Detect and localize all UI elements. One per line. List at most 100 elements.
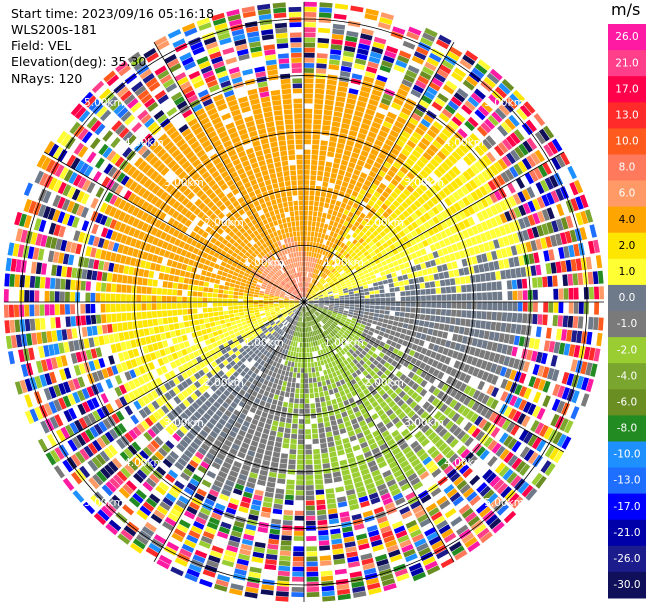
velocity-gate xyxy=(291,597,304,603)
velocity-gate xyxy=(542,366,550,379)
velocity-gate xyxy=(441,294,447,301)
velocity-gate xyxy=(49,416,59,429)
velocity-gate xyxy=(266,364,272,370)
velocity-gate xyxy=(369,251,376,257)
velocity-gate xyxy=(348,413,356,421)
velocity-gate xyxy=(318,160,325,166)
velocity-gate xyxy=(345,404,352,411)
velocity-gate xyxy=(323,359,328,365)
velocity-gate xyxy=(397,338,404,345)
velocity-gate xyxy=(304,215,308,221)
velocity-gate xyxy=(472,302,477,310)
velocity-gate xyxy=(581,377,589,391)
velocity-gate xyxy=(53,465,65,479)
velocity-gate xyxy=(365,482,376,490)
velocity-gate xyxy=(326,368,332,375)
velocity-gate xyxy=(429,125,440,135)
velocity-gate xyxy=(304,332,306,338)
velocity-gate xyxy=(309,352,313,358)
velocity-gate xyxy=(126,417,135,428)
velocity-gate xyxy=(328,362,333,368)
velocity-gate xyxy=(263,362,269,368)
velocity-gate xyxy=(372,544,385,552)
velocity-gate xyxy=(433,154,443,164)
velocity-gate xyxy=(228,393,236,401)
velocity-gate xyxy=(483,262,490,272)
velocity-gate xyxy=(296,305,301,309)
velocity-gate xyxy=(320,313,325,317)
velocity-gate xyxy=(311,320,315,326)
velocity-gate xyxy=(375,112,385,120)
velocity-gate xyxy=(360,123,370,131)
velocity-gate xyxy=(24,394,33,408)
velocity-gate xyxy=(437,371,445,380)
velocity-gate xyxy=(311,267,315,273)
velocity-gate xyxy=(492,302,498,311)
velocity-gate xyxy=(135,357,143,366)
velocity-gate xyxy=(88,360,96,372)
velocity-gate xyxy=(313,297,319,300)
velocity-gate xyxy=(324,478,333,484)
velocity-gate xyxy=(392,161,402,170)
velocity-gate xyxy=(555,328,562,341)
velocity-gate xyxy=(365,298,370,302)
velocity-gate xyxy=(337,588,351,596)
velocity-gate xyxy=(548,302,554,313)
velocity-gate xyxy=(168,488,180,499)
velocity-gate xyxy=(373,116,383,125)
velocity-gate xyxy=(344,447,353,454)
velocity-gate xyxy=(225,346,232,352)
velocity-gate xyxy=(364,223,372,230)
velocity-gate xyxy=(207,396,216,404)
velocity-gate xyxy=(341,469,350,476)
velocity-gate xyxy=(466,355,474,365)
velocity-gate xyxy=(95,382,104,393)
velocity-gate xyxy=(347,255,353,261)
velocity-gate xyxy=(444,228,452,237)
velocity-gate xyxy=(54,447,65,460)
velocity-gate xyxy=(305,469,313,475)
velocity-gate xyxy=(224,314,230,319)
velocity-gate xyxy=(340,65,352,73)
velocity-gate xyxy=(384,139,394,147)
velocity-gate xyxy=(512,410,522,423)
velocity-gate xyxy=(372,255,379,261)
velocity-gate xyxy=(339,368,345,374)
velocity-gate xyxy=(312,341,316,347)
velocity-gate xyxy=(200,461,210,470)
velocity-gate xyxy=(224,409,232,417)
velocity-gate xyxy=(310,309,315,313)
velocity-gate xyxy=(484,118,496,130)
velocity-gate xyxy=(350,576,364,583)
velocity-gate xyxy=(415,485,426,495)
velocity-gate xyxy=(328,446,336,453)
velocity-gate xyxy=(45,317,51,330)
velocity-gate xyxy=(332,289,338,293)
velocity-gate xyxy=(459,250,466,259)
velocity-gate xyxy=(543,250,550,262)
velocity-gate xyxy=(403,279,410,286)
velocity-gate xyxy=(350,508,361,516)
velocity-gate xyxy=(456,188,465,198)
velocity-gate xyxy=(92,473,104,486)
velocity-gate xyxy=(447,139,458,150)
velocity-gate xyxy=(318,305,324,307)
velocity-gate xyxy=(579,194,589,208)
velocity-gate xyxy=(242,385,249,392)
velocity-gate xyxy=(416,173,425,182)
velocity-gate xyxy=(168,324,175,331)
velocity-gate xyxy=(105,523,119,536)
velocity-gate xyxy=(434,472,445,482)
velocity-gate xyxy=(491,111,503,123)
velocity-gate xyxy=(433,322,440,330)
velocity-gate xyxy=(212,426,221,435)
velocity-gate xyxy=(319,238,324,244)
velocity-gate xyxy=(397,399,405,407)
velocity-gate xyxy=(173,528,186,538)
velocity-gate xyxy=(155,422,164,432)
velocity-gate xyxy=(282,443,290,449)
velocity-gate xyxy=(518,204,527,216)
velocity-gate xyxy=(575,360,583,374)
velocity-gate xyxy=(193,411,202,420)
velocity-gate xyxy=(287,361,292,367)
